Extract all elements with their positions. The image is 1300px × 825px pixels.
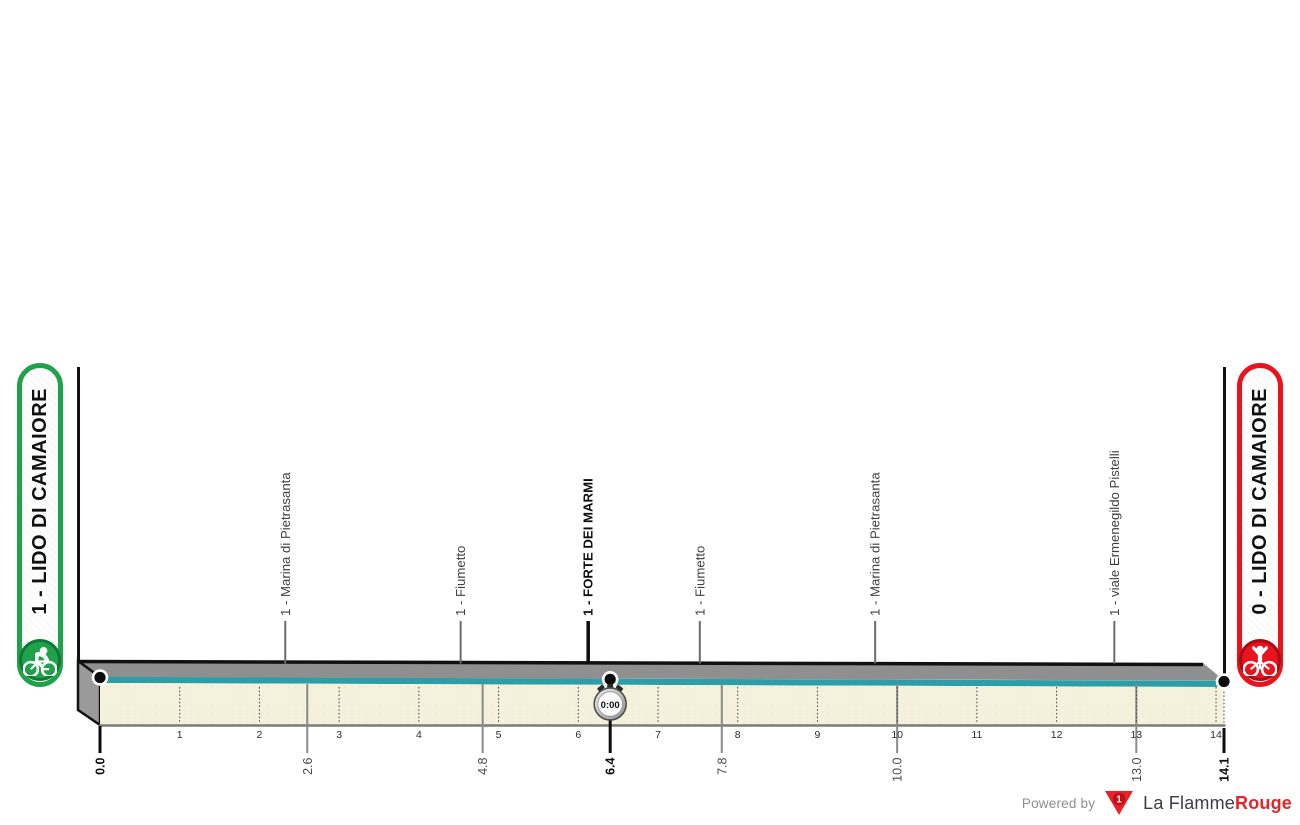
stopwatch-button-left	[597, 684, 605, 692]
route-dots-layer	[91, 669, 1233, 690]
km-mark-label: 6.4	[604, 757, 618, 774]
km-mark-label: 13.0	[1130, 757, 1144, 781]
start-dot	[94, 671, 106, 684]
timing-dot	[604, 673, 616, 685]
stopwatch-layer: 0:00	[593, 684, 627, 721]
km-tick-number: 3	[336, 729, 342, 741]
km-mark-label: 14.1	[1218, 757, 1232, 781]
elevation-fill-texture	[100, 683, 1224, 725]
road-top-edge	[77, 659, 1204, 667]
checkpoint-label: 1 - FORTE DEI MARMI	[581, 478, 596, 616]
integer-ticks-layer: 1 2 3 4 5 6 7 8 9 10 11 12 13 14	[177, 687, 1222, 741]
finish-dot	[1218, 675, 1230, 688]
checkpoint-label: 1 - Marina di Pietrasanta	[868, 472, 883, 616]
km-tick-number: 7	[655, 729, 661, 741]
km-tick-number: 5	[496, 729, 502, 741]
km-tick-number: 8	[735, 729, 741, 741]
stopwatch-face	[597, 691, 623, 717]
stopwatch-time: 0:00	[601, 700, 620, 711]
km-mark-label: 4.8	[476, 757, 490, 774]
brand-first: La Flamme	[1143, 792, 1235, 813]
svg-text:1: 1	[1116, 794, 1122, 805]
km-tick-number: 12	[1051, 729, 1063, 741]
km-tick-number: 2	[257, 729, 263, 741]
surface-teal-band	[100, 676, 1224, 687]
start-banner-textwrap: 1 - LIDO DI CAMAIORE	[22, 372, 58, 630]
km-tick-number: 1	[177, 729, 183, 741]
finish-banner-textwrap: 0 - LIDO DI CAMAIORE	[1242, 372, 1278, 630]
checkpoints-layer: 1 - Marina di Pietrasanta 1 - Fiumetto 1 -…	[278, 450, 1122, 664]
brand-second: Rouge	[1235, 792, 1292, 813]
checkpoint-label: 1 - Marina di Pietrasanta	[278, 472, 293, 616]
start-cyclist-badge	[19, 639, 61, 681]
finish-banner-label: 0 - LIDO DI CAMAIORE	[1248, 387, 1271, 615]
brand-wordmark[interactable]: La FlammeRouge	[1143, 793, 1292, 814]
finish-cyclist-badge	[1239, 639, 1281, 681]
cyclist-riding-icon	[23, 646, 57, 676]
finish-banner: 0 - LIDO DI CAMAIORE	[1237, 363, 1283, 687]
km-tick-number: 9	[815, 729, 821, 741]
checkpoint-label: 1 - viale Ermenegildo Pistelli	[1107, 450, 1122, 616]
checkpoint-label: 1 - Fiumetto	[692, 546, 707, 616]
km-tick-number: 13	[1130, 729, 1142, 741]
powered-by-text: Powered by	[1021, 795, 1096, 811]
start-banner-label: 1 - LIDO DI CAMAIORE	[28, 387, 51, 615]
km-tick-number: 11	[971, 729, 982, 741]
start-banner: 1 - LIDO DI CAMAIORE	[17, 363, 63, 687]
km-tick-number: 4	[416, 729, 422, 741]
la-flamme-rouge-logo-icon[interactable]: 1	[1104, 790, 1134, 817]
km-marks-layer: 0.0 2.6 4.8 6.4 7.8 10.0 13.0 14.1	[94, 684, 1232, 782]
cyclist-victory-icon	[1243, 645, 1277, 676]
km-tick-number: 14	[1210, 729, 1222, 741]
km-tick-number: 10	[891, 729, 903, 741]
stopwatch-button-right	[615, 684, 624, 692]
checkpoint-label: 1 - Fiumetto	[453, 546, 468, 616]
km-mark-label: 0.0	[94, 757, 108, 774]
km-mark-label: 2.6	[301, 757, 315, 774]
km-tick-number: 6	[575, 729, 581, 741]
footer: Powered by 1 La FlammeRouge	[1022, 787, 1292, 819]
km-mark-label: 10.0	[891, 757, 905, 781]
km-mark-label: 7.8	[715, 757, 729, 774]
